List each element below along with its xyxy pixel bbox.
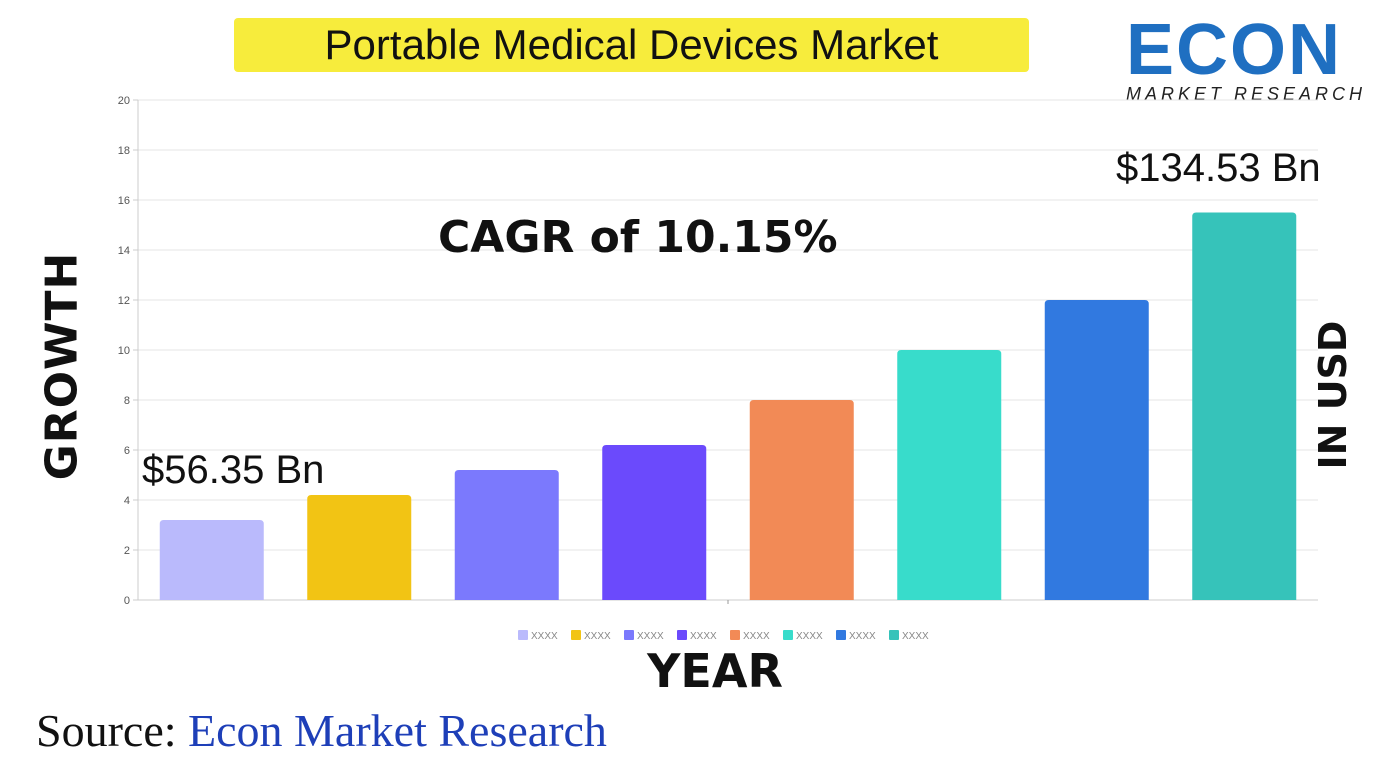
legend-label: XXXX xyxy=(796,631,823,642)
end-value-annotation: $134.53 Bn xyxy=(1116,146,1321,190)
legend-swatch xyxy=(889,630,899,640)
y-tick-label: 10 xyxy=(118,345,130,357)
legend-swatch xyxy=(677,630,687,640)
bar xyxy=(749,400,854,600)
legend-swatch xyxy=(571,630,581,640)
chart-title-box: Portable Medical Devices Market xyxy=(234,16,1029,74)
legend-label: XXXX xyxy=(902,631,929,642)
bar xyxy=(897,350,1002,600)
start-value-annotation: $56.35 Bn xyxy=(142,448,325,492)
y-axis-label: GROWTH xyxy=(36,251,88,481)
bar xyxy=(602,445,707,600)
y-tick-label: 8 xyxy=(124,395,130,407)
logo-wordmark: ECON xyxy=(1126,10,1343,90)
y-tick-label: 14 xyxy=(118,245,130,257)
legend-label: XXXX xyxy=(743,631,770,642)
y-tick-label: 18 xyxy=(118,145,130,157)
legend-label: XXXX xyxy=(849,631,876,642)
y-tick-label: 4 xyxy=(124,495,130,507)
source-line: Source: Econ Market Research xyxy=(36,704,607,757)
source-label: Source: xyxy=(36,705,177,756)
logo-tagline: MARKET RESEARCH xyxy=(1126,84,1367,104)
bar xyxy=(307,495,412,600)
y-tick-label: 16 xyxy=(118,195,130,207)
y-tick-label: 0 xyxy=(124,595,130,607)
x-axis-label: YEAR xyxy=(647,644,783,698)
legend-swatch xyxy=(730,630,740,640)
y-tick-label: 6 xyxy=(124,445,130,457)
legend-swatch xyxy=(783,630,793,640)
title-highlight xyxy=(234,18,1029,72)
chart-title: Portable Medical Devices Market xyxy=(324,21,939,68)
y-tick-label: 20 xyxy=(118,95,130,107)
y-axis-unit-label: IN USD xyxy=(1311,320,1355,470)
cagr-annotation: CAGR of 10.15% xyxy=(438,212,838,263)
legend-label: XXXX xyxy=(531,631,558,642)
y-tick-label: 12 xyxy=(118,295,130,307)
legend-swatch xyxy=(836,630,846,640)
source-name: Econ Market Research xyxy=(176,705,607,756)
legend-swatch xyxy=(518,630,528,640)
bar xyxy=(159,520,264,600)
bar xyxy=(1044,300,1149,600)
legend-label: XXXX xyxy=(637,631,664,642)
legend-label: XXXX xyxy=(690,631,717,642)
legend-label: XXXX xyxy=(584,631,611,642)
bar xyxy=(1192,212,1297,600)
econ-logo: ECON MARKET RESEARCH xyxy=(1120,8,1382,108)
legend-swatch xyxy=(624,630,634,640)
bar xyxy=(454,470,559,600)
y-tick-label: 2 xyxy=(124,545,130,557)
